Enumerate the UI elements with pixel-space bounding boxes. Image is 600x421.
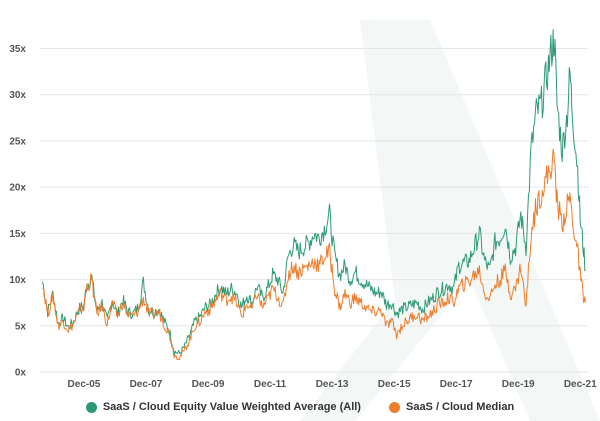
x-tick-label: Dec-13 [316, 379, 349, 390]
y-tick-label: 30x [9, 90, 26, 101]
x-tick-label: Dec-21 [564, 379, 597, 390]
legend-dot-weighted-average [85, 401, 97, 413]
x-tick-label: Dec-15 [378, 379, 411, 390]
series-line-weighted-average [42, 29, 586, 356]
x-axis-tick-labels: Dec-05 Dec-07 Dec-09 Dec-11 Dec-13 Dec-15 Dec-… [68, 379, 598, 390]
legend-item-median: SaaS / Cloud Median [388, 401, 515, 413]
y-tick-label: 25x [9, 136, 26, 147]
series-lines [42, 29, 586, 360]
watermark-shape [300, 20, 600, 421]
legend-label-weighted-average: SaaS / Cloud Equity Value Weighted Avera… [102, 401, 361, 413]
y-tick-label: 5x [15, 321, 27, 332]
x-tick-label: Dec-09 [192, 379, 225, 390]
series-line-median [42, 148, 586, 360]
x-tick-label: Dec-19 [502, 379, 535, 390]
y-tick-label: 0x [15, 368, 27, 379]
legend-label-median: SaaS / Cloud Median [405, 401, 515, 413]
y-tick-label: 15x [9, 229, 26, 240]
x-tick-label: Dec-11 [254, 379, 287, 390]
legend-dot-median [388, 401, 400, 413]
x-tick-label: Dec-17 [440, 379, 473, 390]
y-tick-label: 35x [9, 44, 26, 55]
chart-legend: SaaS / Cloud Equity Value Weighted Avera… [0, 401, 600, 413]
background-watermark [300, 20, 600, 421]
y-axis-tick-labels: 35x 30x 25x 20x 15x 10x 5x 0x [9, 44, 26, 379]
x-tick-label: Dec-05 [68, 379, 101, 390]
legend-item-weighted-average: SaaS / Cloud Equity Value Weighted Avera… [85, 401, 361, 413]
x-tick-label: Dec-07 [130, 379, 163, 390]
y-tick-label: 20x [9, 183, 26, 194]
horizontal-gridlines [40, 47, 588, 373]
y-tick-label: 10x [9, 275, 26, 286]
